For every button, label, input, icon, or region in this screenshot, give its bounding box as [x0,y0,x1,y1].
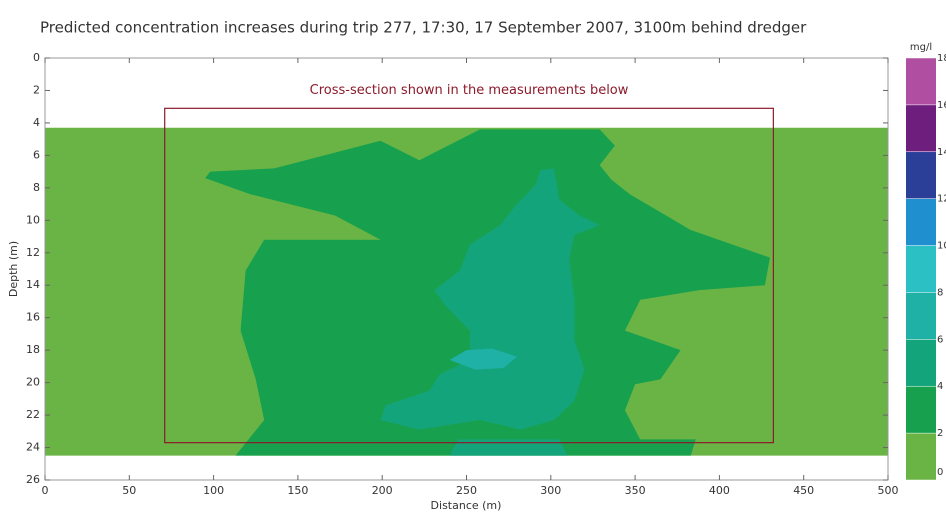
colorbar-label: mg/l [910,42,932,53]
x-tick-label: 450 [793,484,814,497]
colorbar-tick-label: 12 [937,194,946,205]
contour-region [449,348,518,370]
y-tick-label: 6 [33,148,40,161]
x-tick-label: 400 [709,484,730,497]
x-tick-label: 100 [203,484,224,497]
y-tick-label: 8 [33,181,40,194]
y-tick-label: 2 [33,83,40,96]
colorbar-tick-label: 10 [937,241,946,252]
x-tick-label: 0 [42,484,49,497]
annotation-box [164,107,774,444]
y-tick-label: 22 [26,408,40,421]
y-tick-label: 12 [26,246,40,259]
y-tick-label: 4 [33,116,40,129]
colorbar-swatch [906,151,936,199]
y-tick-label: 20 [26,376,40,389]
x-tick-label: 200 [372,484,393,497]
colorbar-swatch [906,292,936,340]
colorbar-tick-label: 18 [937,53,946,64]
contour-region [449,439,568,456]
y-tick-label: 18 [26,343,40,356]
colorbar-swatch [906,433,936,480]
contour-region [375,355,386,370]
x-tick-label: 150 [287,484,308,497]
y-tick-label: 14 [26,278,40,291]
colorbar-swatch [906,245,936,293]
colorbar-tick-label: 6 [937,334,943,345]
annotation-text: Cross-section shown in the measurements … [310,83,629,98]
x-tick-label: 250 [456,484,477,497]
chart-title: Predicted concentration increases during… [40,19,807,37]
y-tick-label: 24 [26,441,40,454]
x-tick-label: 50 [122,484,136,497]
colorbar-tick-label: 8 [937,287,943,298]
y-tick-label: 26 [26,473,40,486]
colorbar-swatch [906,386,936,434]
contour-region [380,168,600,430]
y-axis-label: Depth (m) [7,241,20,297]
colorbar-tick-label: 0 [937,467,943,478]
colorbar-swatch [906,339,936,387]
colorbar-swatch [906,104,936,152]
x-axis-label: Distance (m) [431,499,502,512]
colorbar-tick-label: 16 [937,100,946,111]
colorbar-tick-label: 14 [937,147,946,158]
x-tick-label: 500 [878,484,899,497]
y-tick-label: 16 [26,311,40,324]
colorbar-tick-label: 4 [937,381,943,392]
y-tick-label: 0 [33,51,40,64]
colorbar-swatch [906,198,936,246]
colorbar-tick-label: 2 [937,428,943,439]
y-tick-label: 10 [26,213,40,226]
x-tick-label: 350 [625,484,646,497]
x-tick-label: 300 [540,484,561,497]
colorbar-swatch [906,58,936,105]
